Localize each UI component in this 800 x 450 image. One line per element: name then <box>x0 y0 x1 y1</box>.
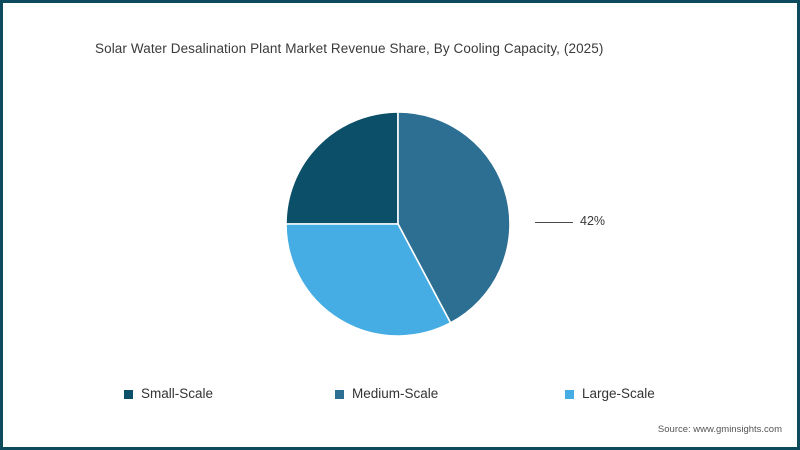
pie-slice-medium-scale[interactable] <box>397 111 511 324</box>
pie-slice-small-scale[interactable] <box>285 111 399 225</box>
legend-item-small-scale[interactable]: Small-Scale <box>124 384 213 404</box>
legend-item-label: Medium-Scale <box>352 386 439 401</box>
source-attribution: Source: www.gminsights.com <box>657 424 782 435</box>
pie-chart <box>285 111 511 337</box>
legend-item-label: Small-Scale <box>141 386 214 401</box>
legend-swatch-icon <box>124 389 133 399</box>
legend-item-large-scale[interactable]: Large-Scale <box>565 384 655 404</box>
page-title: Solar Water Desalination Plant Market Re… <box>95 41 604 56</box>
callout-leader-line <box>535 222 573 223</box>
pie-slice-large-scale[interactable] <box>285 223 452 337</box>
legend-swatch-icon <box>565 389 574 399</box>
pie-slice-group <box>285 111 511 337</box>
legend-item-medium-scale[interactable]: Medium-Scale <box>335 384 438 404</box>
chart-legend: Small-Scale Medium-Scale Large-Scale <box>120 384 700 404</box>
legend-item-label: Large-Scale <box>582 386 655 401</box>
legend-swatch-icon <box>335 389 344 399</box>
pie-svg <box>285 111 511 337</box>
data-label-medium-scale: 42% <box>580 214 606 228</box>
